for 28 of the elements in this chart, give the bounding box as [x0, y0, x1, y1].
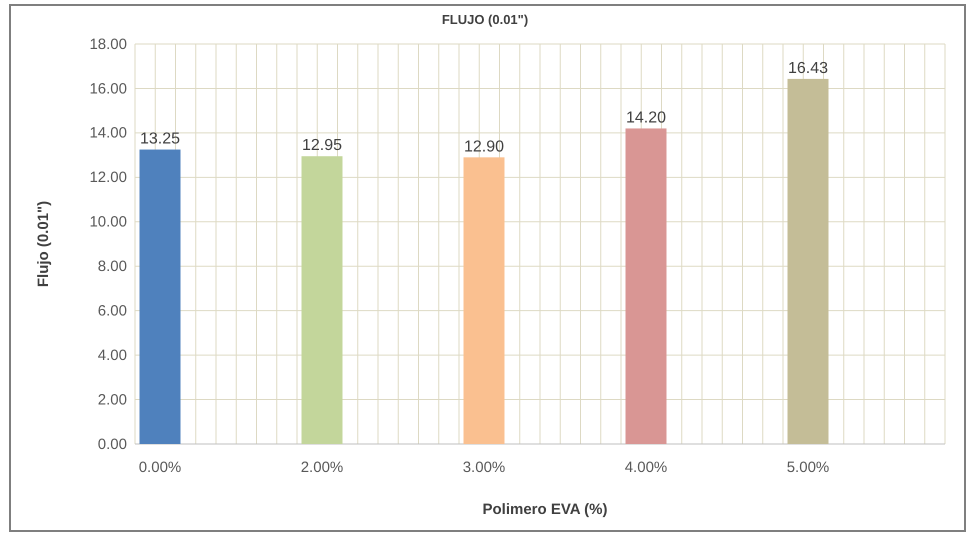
y-tick-label: 10.00: [89, 214, 127, 231]
x-tick-label: 0.00%: [138, 459, 182, 476]
x-tick-label: 3.00%: [462, 459, 506, 476]
data-label: 14.20: [626, 109, 666, 126]
data-label: 12.90: [464, 138, 504, 156]
y-tick-label: 4.00: [98, 346, 127, 364]
y-axis-title: Flujo (0.01"): [35, 200, 52, 288]
y-tick-label: 6.00: [98, 302, 127, 320]
bar: [788, 78, 828, 444]
bar: [302, 156, 342, 444]
y-tick-label: 8.00: [98, 258, 127, 276]
data-label: 13.25: [140, 130, 180, 148]
y-tick-label: 16.00: [89, 80, 127, 98]
bar: [464, 157, 504, 444]
x-tick-label: 2.00%: [300, 459, 344, 476]
y-tick-label: 0.00: [98, 436, 127, 453]
data-label: 16.43: [788, 60, 828, 77]
data-label: 12.95: [302, 137, 342, 154]
bar: [140, 150, 180, 444]
x-axis-title: Polimero EVA (%): [482, 501, 608, 518]
x-tick-label: 5.00%: [786, 459, 830, 476]
y-tick-label: 14.00: [89, 124, 127, 142]
y-tick-label: 18.00: [89, 36, 127, 53]
y-tick-label: 12.00: [89, 169, 127, 186]
chart-title: FLUJO (0.01"): [442, 12, 528, 27]
y-tick-label: 2.00: [98, 391, 127, 408]
x-tick-label: 4.00%: [624, 459, 668, 476]
bar: [626, 128, 666, 444]
